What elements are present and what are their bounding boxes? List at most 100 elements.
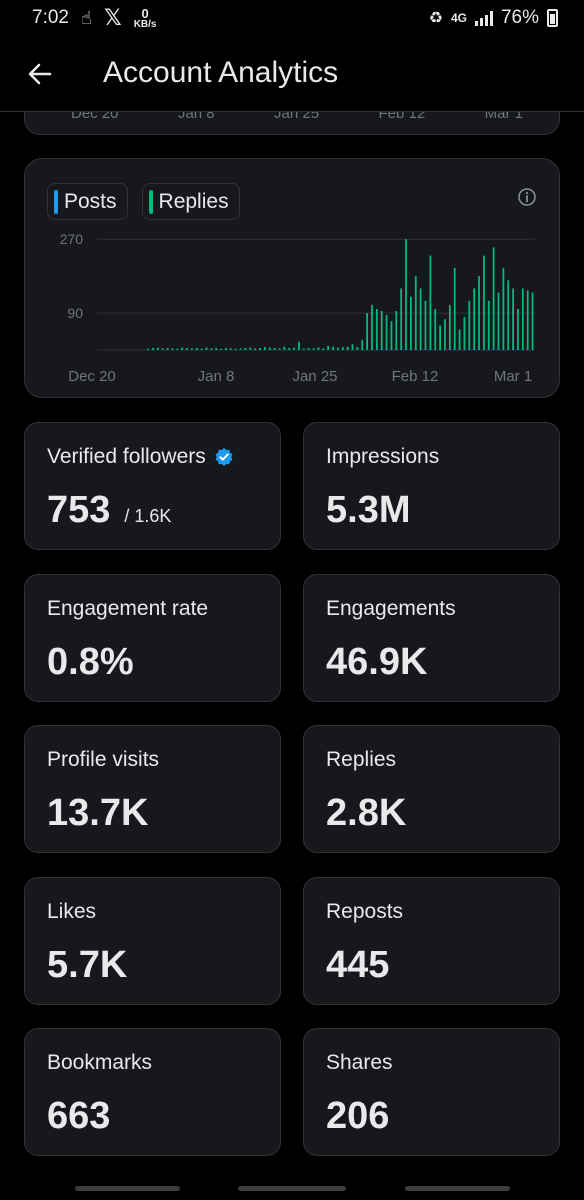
chart-bar-replies [181,347,184,350]
x-logo-icon: 𝕏 [103,5,122,30]
chart-bar-replies [186,347,188,350]
chart-bar-posts [429,349,432,350]
chart-bar-posts [424,349,427,350]
chart-bar-replies [375,308,378,350]
stat-label-text: Replies [326,748,397,771]
chart-bar-posts [473,349,476,350]
battery-percent: 76% [500,7,539,28]
stat-card-shares[interactable]: Shares 206 [303,1028,560,1156]
info-icon[interactable] [517,187,537,207]
chart-x-tick-label: Mar 1 [494,368,532,385]
stat-value: 5.3M [326,489,410,532]
legend-posts-label: Posts [64,189,117,213]
stat-value-number: 5.7K [47,943,128,986]
chart-bar-replies [429,255,432,350]
chart-bar-replies [327,345,330,350]
nav-bar-home[interactable] [238,1186,346,1191]
chart-bar-replies [341,347,344,350]
stat-label: Engagement rate [47,597,208,621]
chart-bar-posts [526,349,529,350]
chart-bar-replies [521,288,524,350]
chart-bar-replies [293,347,295,350]
nav-bar-recents[interactable] [75,1186,180,1191]
chart-bar-replies [483,255,485,350]
chart-bar-posts [439,349,441,350]
stat-card-engagement-rate[interactable]: Engagement rate 0.8% [24,573,281,702]
chart-bar-posts [375,349,378,350]
stat-card-bookmarks[interactable]: Bookmarks 663 [24,1028,281,1156]
chart-bar-replies [439,325,441,350]
chart-bar-replies [385,315,388,350]
stat-card-replies[interactable]: Replies 2.8K [303,725,560,853]
chart-bar-replies [156,347,159,350]
chart-bar-replies [166,347,169,350]
stat-label-text: Verified followers [47,445,206,468]
chart-bar-posts [458,349,461,350]
stat-card-engagements[interactable]: Engagements 46.9K [303,573,560,702]
status-time: 7:02 [32,7,69,28]
stat-card-reposts[interactable]: Reposts 445 [303,876,560,1005]
chart-bar-replies [478,276,480,350]
chart-x-tick-label: Dec 20 [68,368,116,385]
chart-bar-replies [205,347,208,350]
chart-bar-posts [414,349,417,350]
stat-value: 2.8K [326,792,406,835]
stat-value-number: 5.3M [326,489,411,531]
chart-bar-replies [361,339,364,350]
chart-bar-replies [298,341,300,350]
stat-value-total: / 1.6K [124,506,172,526]
back-arrow-icon[interactable] [24,58,56,90]
chart-bar-posts [453,349,456,350]
stat-card-verified-followers[interactable]: Verified followers 753 / 1.6K [24,422,281,550]
chart-bar-replies [288,347,291,350]
chart-bar-replies [200,348,203,350]
chart-bar-replies [176,348,179,350]
chart-bar-replies [468,300,471,350]
chart-bar-posts [380,349,383,350]
network-speed-value: 0 [141,5,149,21]
stat-label-text: Bookmarks [47,1051,153,1074]
chart-bar-posts [400,349,403,350]
chart-bar-posts [395,349,398,350]
chart-bar-replies [278,348,281,350]
stat-value: 206 [326,1095,389,1138]
chart-bar-replies [234,348,237,350]
stat-label: Impressions [326,445,439,469]
chart-bar-replies [444,319,446,350]
stat-value: 0.8% [47,641,134,684]
stat-value-number: 46.9K [326,640,428,683]
chart-bar-replies [229,348,232,350]
chart-bar-posts [385,349,388,350]
stat-card-likes[interactable]: Likes 5.7K [24,876,281,1005]
chart-bar-posts [502,349,505,350]
stat-card-profile-visits[interactable]: Profile visits 13.7K [24,725,281,853]
verified-badge-icon [215,448,233,466]
chart-bar-replies [220,348,222,350]
nav-bar-back[interactable] [405,1186,510,1191]
stat-value: 663 [47,1095,110,1138]
stat-value-number: 206 [326,1095,390,1137]
chart-bar-replies [390,321,393,350]
chart-bar-replies [502,267,505,350]
stat-card-impressions[interactable]: Impressions 5.3M [303,422,560,550]
chart-bar-replies [307,347,310,350]
chart-bar-replies [424,300,427,350]
recycle-icon: ♻ [428,10,443,27]
chart-bar-replies [346,346,349,350]
chart-bar-replies [264,347,266,350]
network-speed: 0 KB/s [134,5,157,30]
chart-bar-posts [444,349,446,350]
stat-value: 753 / 1.6K [47,489,171,532]
chart-bar-posts [521,349,524,350]
chart-bar-posts [483,349,485,350]
chart-bar-replies [512,288,514,350]
stat-label: Shares [326,1051,393,1075]
stat-value-number: 2.8K [326,792,407,834]
stat-label-text: Shares [326,1051,393,1074]
legend-posts[interactable]: Posts [47,183,128,220]
chart-bar-replies [161,348,164,350]
legend-replies[interactable]: Replies [141,183,240,220]
chart-bar-replies [268,347,271,350]
stat-value: 445 [326,944,389,987]
chart-bar-replies [273,347,276,350]
